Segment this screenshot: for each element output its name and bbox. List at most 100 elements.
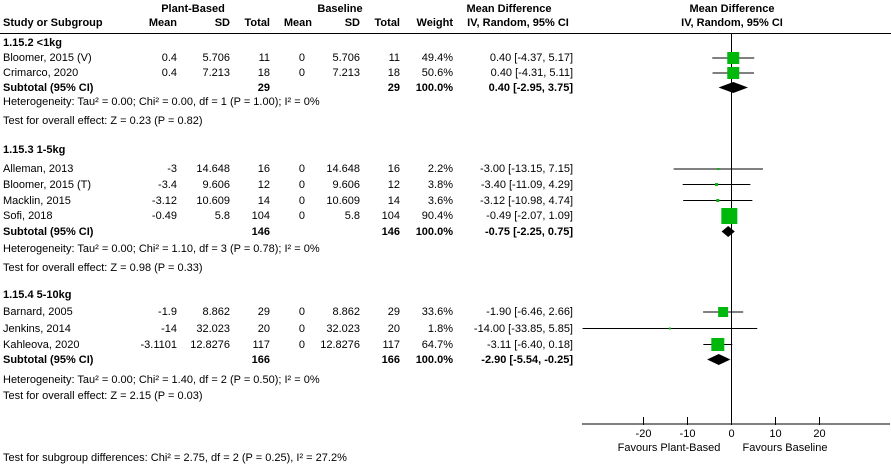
subtotal-weight-value: 100.0%	[415, 81, 453, 94]
pb-mean-value: -1.9	[158, 306, 177, 318]
subtotal-label: Subtotal (95% CI)	[3, 81, 94, 94]
bl-sd-value: 5.706	[332, 52, 360, 64]
bl-mean-value: 0	[298, 210, 305, 222]
plot-method-header: IV, Random, 95% CI	[681, 17, 783, 29]
pb-mean-value: -14	[161, 322, 177, 335]
bl-total-value: 11	[388, 52, 400, 64]
pb-total-value: 29	[257, 306, 270, 318]
pb-mean-value: -3.1101	[140, 338, 178, 351]
effect-estimate: 0.40 [-4.37, 5.17]	[489, 52, 573, 64]
pb-total-value: 14	[257, 194, 270, 207]
bl-mean-value: 0	[298, 178, 305, 191]
effect-estimate: -3.11 [-6.40, 0.18]	[486, 338, 573, 351]
effect-square-marker	[717, 168, 720, 170]
effect-estimate: -0.49 [-2.07, 1.09]	[486, 210, 573, 222]
subgroup-label: 1.15.3 1-5kg	[3, 144, 66, 156]
subtotal-bl-total-value: 29	[387, 81, 400, 94]
study-label: Alleman, 2013	[3, 163, 74, 175]
overall-effect-text: Test for overall effect: Z = 0.98 (P = 0…	[3, 261, 203, 274]
x-axis-tick-label: -10	[679, 427, 696, 440]
subtotal-pb-total-value: 146	[251, 225, 270, 238]
effect-square-marker	[721, 208, 738, 224]
bl-mean-value: 0	[298, 163, 305, 175]
effect-square-marker	[715, 183, 719, 186]
pb-total-value: 104	[251, 210, 270, 222]
effect-square-marker	[727, 52, 740, 64]
subtotal-diamond	[718, 82, 748, 93]
pb-sd-value: 7.213	[202, 67, 230, 79]
effect-estimate: 0.40 [-4.31, 5.11]	[490, 67, 573, 79]
overall-effect-text: Test for overall effect: Z = 0.23 (P = 0…	[3, 115, 203, 127]
pb-mean-value: -3.12	[151, 194, 177, 207]
weight-value: 33.6%	[421, 306, 453, 318]
bl-mean-column-header: Mean	[283, 17, 312, 29]
effect-estimate: -1.90 [-6.46, 2.66]	[486, 306, 573, 318]
bl-sd-column-header: SD	[344, 17, 360, 29]
bl-mean-value: 0	[298, 322, 305, 335]
effect-estimate: -3.40 [-11.09, 4.29]	[480, 178, 573, 191]
favours-right-label: Favours Baseline	[742, 442, 828, 454]
subtotal-pb-total-value: 29	[257, 81, 270, 94]
study-label: Jenkins, 2014	[3, 322, 71, 335]
bl-sd-value: 12.8276	[320, 338, 360, 351]
plant-based-group-header: Plant-Based	[161, 3, 225, 15]
bl-sd-value: 5.8	[344, 210, 360, 222]
bl-mean-value: 0	[298, 194, 305, 207]
x-axis-tick-label: -20	[635, 427, 652, 440]
bl-mean-value: 0	[298, 52, 305, 64]
weight-value: 90.4%	[421, 210, 453, 222]
pb-sd-value: 12.8276	[190, 338, 230, 351]
bl-total-value: 12	[387, 178, 400, 191]
weight-value: 49.4%	[421, 52, 453, 64]
subtotal-weight-value: 100.0%	[415, 353, 453, 366]
overall-effect-text: Test for overall effect: Z = 2.15 (P = 0…	[3, 389, 203, 402]
subgroup-label: 1.15.4 5-10kg	[3, 288, 72, 301]
x-axis-tick-label: 0	[728, 427, 735, 440]
pb-sd-value: 32.023	[196, 322, 230, 335]
study-label: Bloomer, 2015 (V)	[3, 52, 92, 64]
pb-sd-value: 14.648	[196, 163, 230, 175]
favours-left-label: Favours Plant-Based	[617, 442, 721, 454]
bl-mean-value: 0	[298, 338, 305, 351]
effect-square-marker	[718, 307, 729, 317]
bl-total-value: 16	[387, 163, 400, 175]
baseline-group-header: Baseline	[317, 3, 363, 15]
study-label: Macklin, 2015	[3, 194, 71, 207]
study-label: Crimarco, 2020	[3, 67, 79, 79]
pb-sd-value: 9.606	[202, 178, 230, 191]
subtotal-bl-total-value: 146	[381, 225, 400, 238]
bl-sd-value: 32.023	[326, 322, 360, 335]
subtotal-diamond	[721, 226, 735, 237]
effect-method-header: IV, Random, 95% CI	[467, 17, 569, 29]
x-axis-tick-label: 20	[813, 427, 826, 440]
weight-value: 2.2%	[427, 163, 453, 175]
subtotal-pb-total-value: 166	[251, 353, 270, 366]
subtotal-weight-value: 100.0%	[415, 225, 453, 238]
pb-mean-value: 0.4	[161, 67, 177, 79]
bl-sd-value: 9.606	[332, 178, 360, 191]
effect-square-marker	[716, 199, 720, 202]
effect-column-title: Mean Difference	[466, 3, 552, 15]
bl-sd-value: 10.609	[326, 194, 360, 207]
pb-mean-value: -3	[167, 163, 177, 175]
pb-mean-value: 0.4	[161, 52, 177, 64]
bl-mean-value: 0	[298, 67, 305, 79]
pb-sd-column-header: SD	[214, 17, 230, 29]
subtotal-effect-estimate: -0.75 [-2.25, 0.75]	[484, 225, 573, 238]
pb-mean-value: -3.4	[158, 178, 177, 191]
bl-total-value: 29	[387, 306, 400, 318]
bl-total-value: 117	[382, 338, 400, 351]
pb-mean-column-header: Mean	[148, 17, 177, 29]
study-label: Kahleova, 2020	[3, 338, 80, 351]
pb-sd-value: 8.862	[202, 306, 230, 318]
pb-sd-value: 10.609	[196, 194, 230, 207]
study-label: Barnard, 2005	[3, 306, 73, 318]
effect-estimate: -14.00 [-33.85, 5.85]	[473, 322, 573, 335]
weight-value: 3.8%	[427, 178, 453, 191]
weight-value: 50.6%	[421, 67, 453, 79]
pb-total-value: 20	[257, 322, 270, 335]
weight-column-header: Weight	[416, 17, 453, 29]
pb-total-column-header: Total	[244, 17, 270, 29]
x-axis-tick-label: 10	[769, 427, 782, 440]
